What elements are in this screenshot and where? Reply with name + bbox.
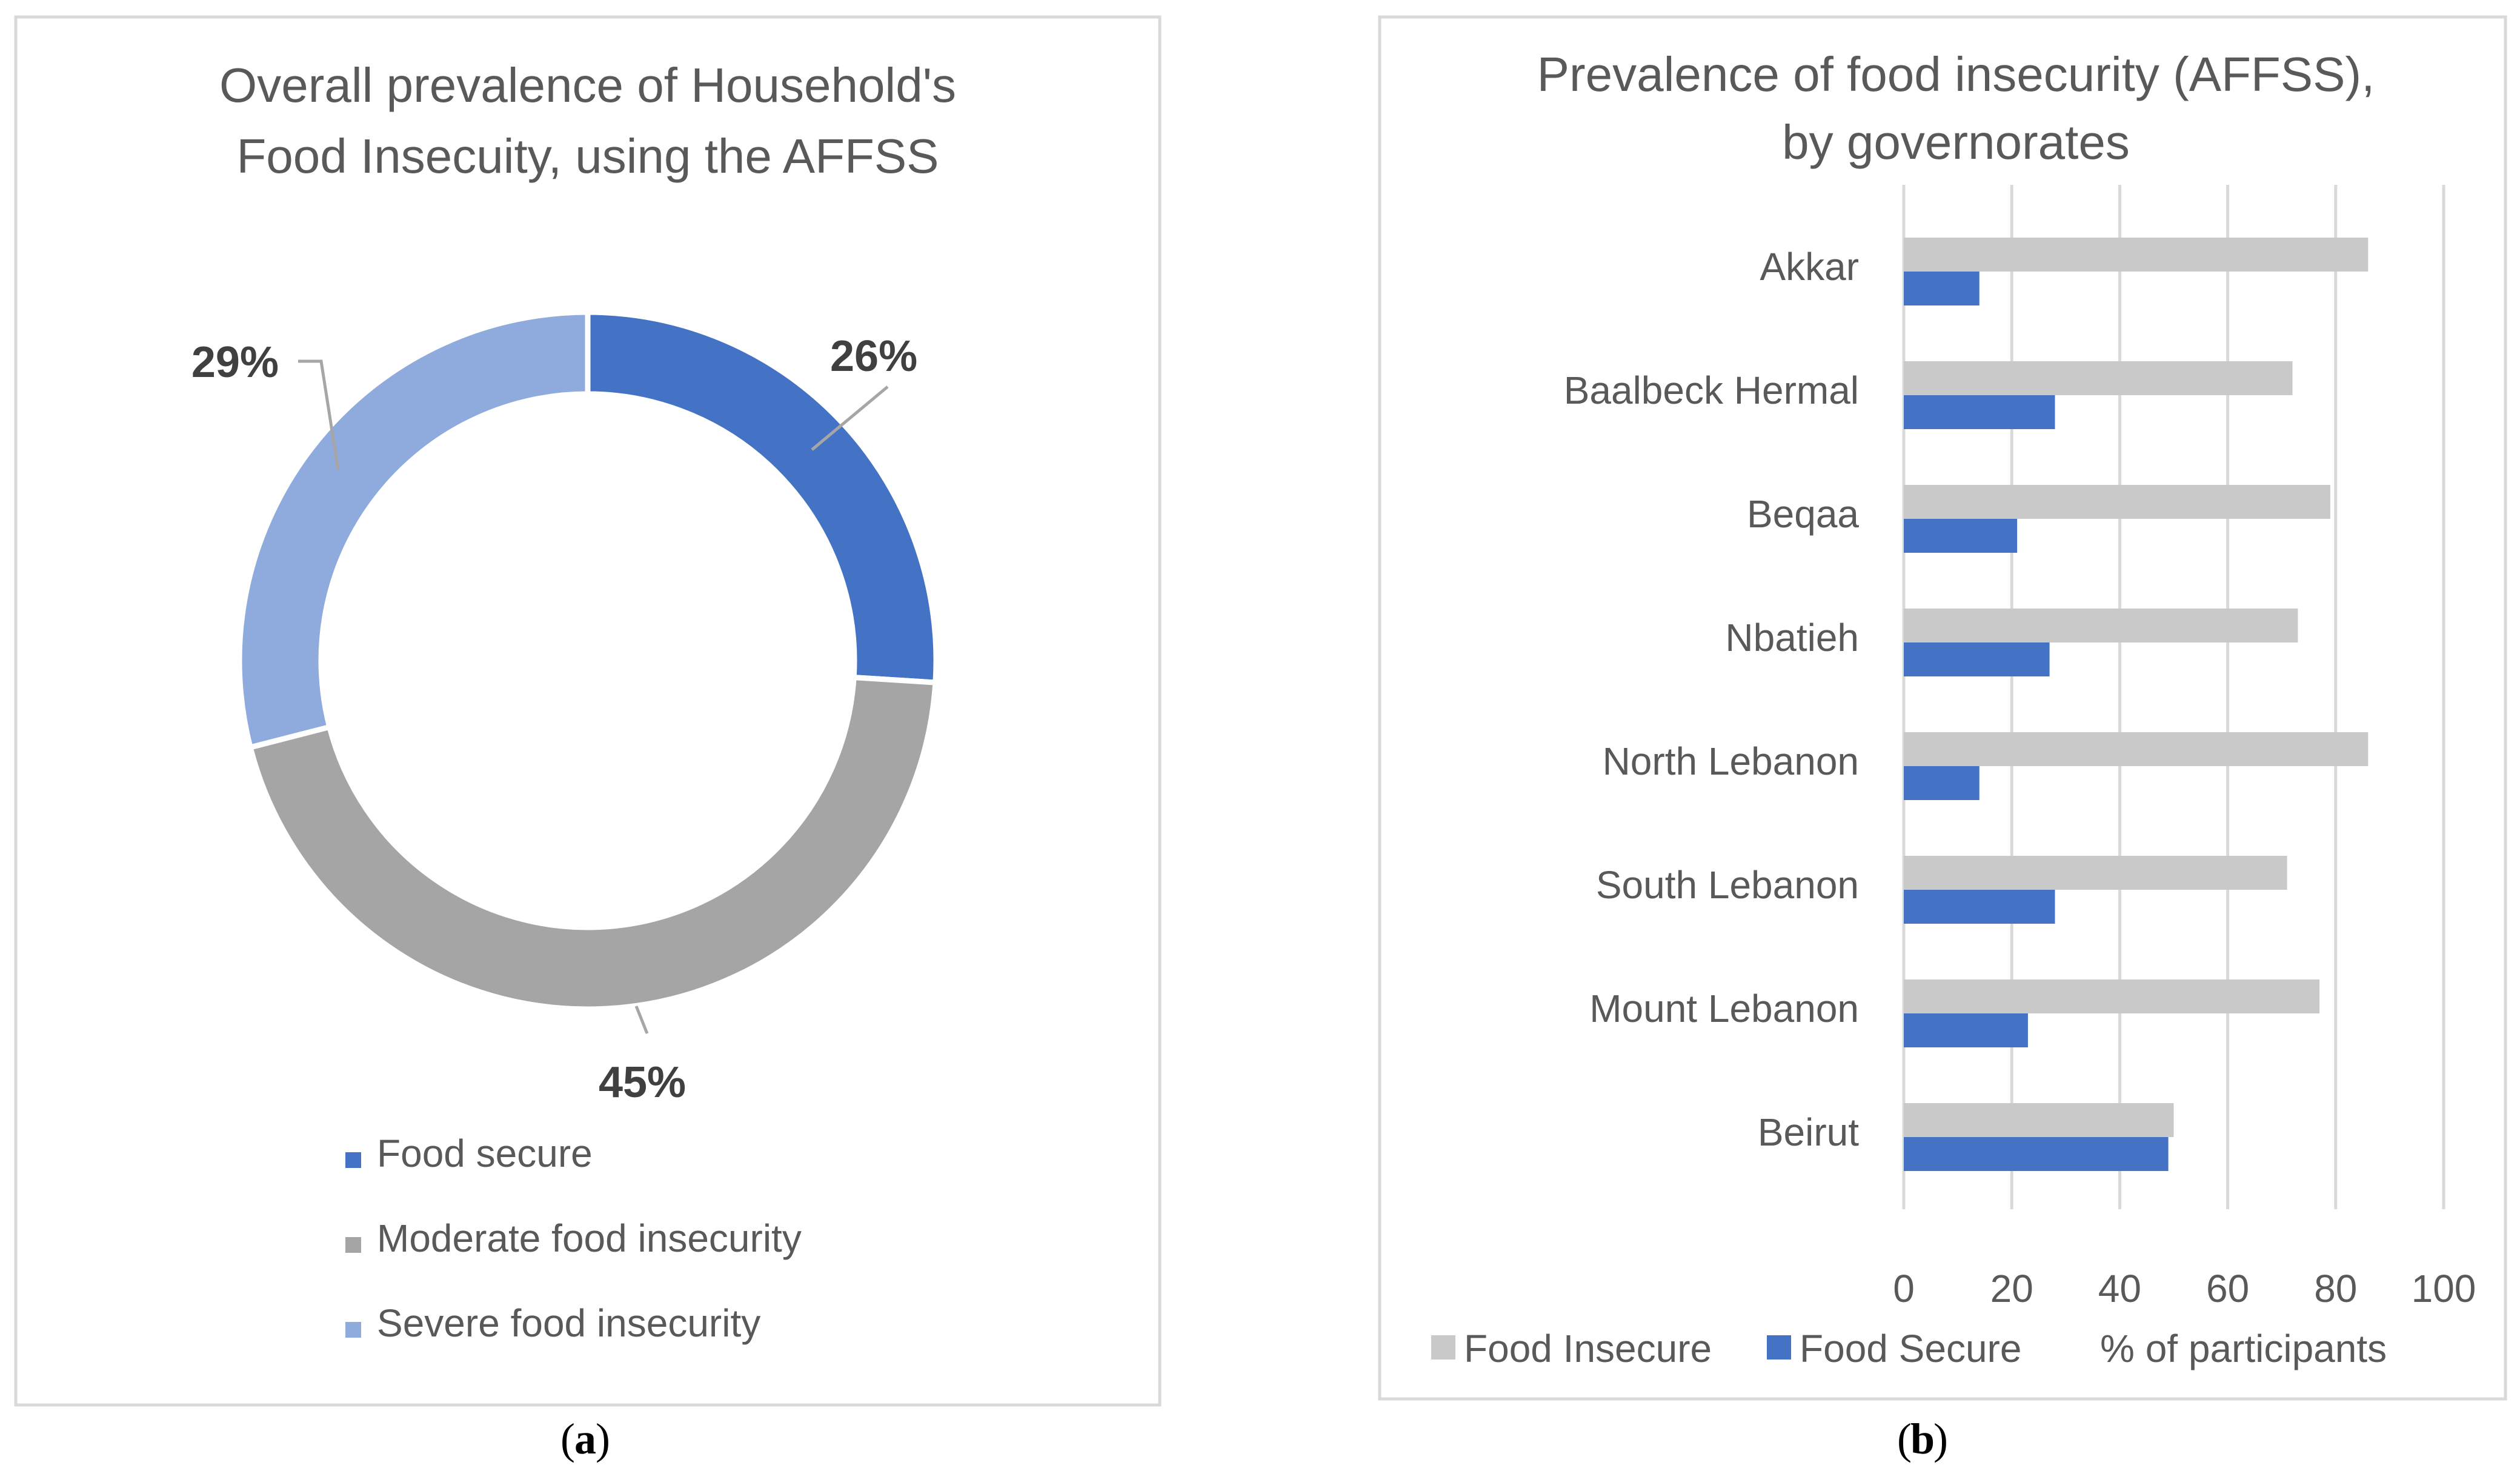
donut-data-label: 26% <box>830 332 917 381</box>
category-label: Beirut <box>1758 1110 1859 1154</box>
bar-food-insecure <box>1904 609 2298 642</box>
x-axis-title: % of participants <box>2100 1327 2387 1370</box>
caption-a-letter: a <box>574 1415 596 1463</box>
caption-b: ( b ) <box>1897 1415 1948 1463</box>
bar-legend: Food Insecure Food Secure % of participant… <box>1431 1327 2387 1370</box>
category-label: Mount Lebanon <box>1589 987 1859 1030</box>
svg-text:): ) <box>1933 1415 1948 1463</box>
category-label: North Lebanon <box>1603 739 1859 783</box>
svg-text:): ) <box>596 1415 610 1463</box>
bar-food-secure <box>1904 272 1980 305</box>
bar-food-secure <box>1904 890 2055 924</box>
bar-food-insecure <box>1904 732 2369 766</box>
bar-title-line-2: by governorates <box>1782 115 2130 169</box>
x-tick-label: 20 <box>1990 1267 2033 1310</box>
donut-legend: Food secure Moderate food insecurity Sever… <box>345 1132 802 1345</box>
bar-food-insecure <box>1904 1103 2174 1137</box>
legend-label: Severe food insecurity <box>377 1301 760 1345</box>
x-tick-label: 80 <box>2314 1267 2357 1310</box>
donut-title-line-2: Food Insecuity, using the AFFSS <box>236 129 939 183</box>
svg-text:(: ( <box>1897 1415 1912 1463</box>
svg-text:(: ( <box>560 1415 575 1463</box>
category-label: Nbatieh <box>1725 616 1859 659</box>
category-label: Baalbeck Hermal <box>1564 369 1859 412</box>
donut-slice-severe-food-insecurity <box>236 309 591 751</box>
bar-food-insecure <box>1904 856 2287 890</box>
legend-label: Food Insecure <box>1464 1327 1712 1370</box>
bar-food-secure <box>1904 766 1980 800</box>
caption-b-letter: b <box>1910 1415 1935 1463</box>
bar-food-secure <box>1904 395 2055 429</box>
category-label: Beqaa <box>1747 492 1859 536</box>
donut-data-label: 45% <box>599 1058 686 1107</box>
legend-label: Moderate food insecurity <box>377 1216 802 1260</box>
donut-chart: 26% 45% 29% <box>191 309 939 1107</box>
legend-label: Food Secure <box>1800 1327 2021 1370</box>
x-tick-label: 40 <box>2098 1267 2141 1310</box>
panel-a-frame <box>14 15 1162 1407</box>
bar-food-secure <box>1904 519 2018 553</box>
legend-swatch <box>1767 1335 1791 1360</box>
caption-a: ( a ) <box>560 1415 610 1463</box>
bar-food-insecure <box>1904 361 2293 395</box>
legend-swatch <box>345 1322 361 1338</box>
donut-leader-line <box>634 1006 649 1034</box>
donut-data-label: 29% <box>191 338 279 387</box>
donut-slice-moderate-food-insecurity <box>247 674 939 1012</box>
donut-leader-line <box>298 359 340 470</box>
x-tick-label: 0 <box>1893 1267 1915 1310</box>
bar-food-insecure <box>1904 979 2320 1013</box>
donut-slice-food-secure <box>585 309 939 686</box>
x-tick-label: 100 <box>2412 1267 2476 1310</box>
bar-food-secure <box>1904 1013 2028 1047</box>
donut-title-line-1: Overall prevalence of Household's <box>219 58 956 112</box>
bar-food-secure <box>1904 642 2050 676</box>
bar-chart: 0 20 40 60 80 100 Akkar Baalbeck Hermal Beqaa Nba… <box>1564 185 2476 1310</box>
bar-title-line-1: Prevalence of food insecurity (AFFSS), <box>1537 47 2375 101</box>
x-tick-label: 60 <box>2206 1267 2249 1310</box>
legend-swatch <box>1431 1335 1455 1360</box>
category-label: Akkar <box>1760 245 1859 289</box>
legend-label: Food secure <box>377 1132 593 1175</box>
donut-leader-line <box>811 385 889 451</box>
bar-food-secure <box>1904 1137 2169 1171</box>
bar-food-insecure <box>1904 485 2330 519</box>
bar-food-insecure <box>1904 238 2369 272</box>
category-label: South Lebanon <box>1596 863 1859 907</box>
legend-swatch <box>345 1237 361 1253</box>
legend-swatch <box>345 1152 361 1168</box>
